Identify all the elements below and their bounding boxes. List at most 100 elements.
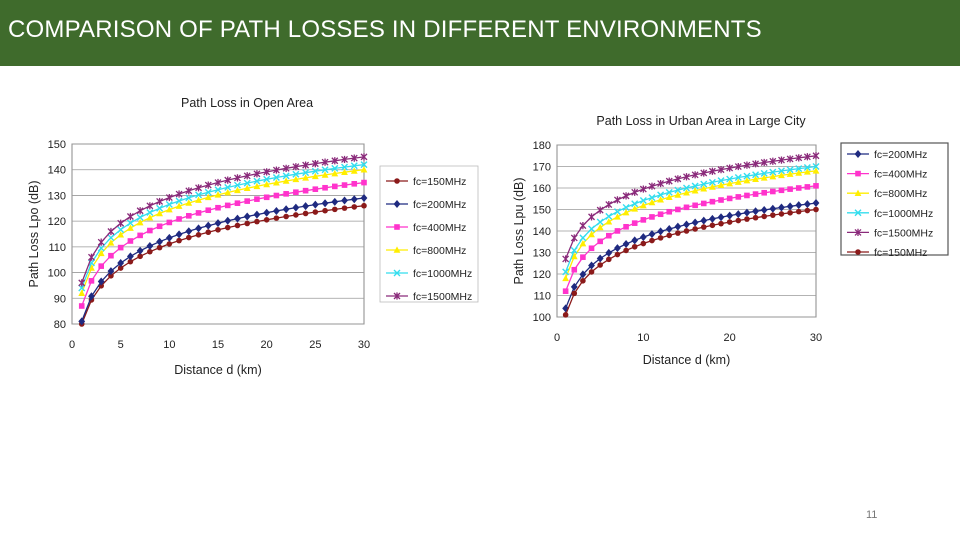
data-point — [78, 317, 86, 326]
data-point — [734, 174, 742, 182]
y-tick-label: 130 — [48, 190, 66, 202]
data-point — [795, 169, 803, 176]
data-point — [156, 197, 164, 206]
legend-marker — [855, 170, 861, 177]
data-point — [734, 210, 742, 219]
data-point — [175, 202, 183, 209]
data-point — [692, 202, 698, 209]
data-point — [579, 270, 587, 279]
x-tick-label: 15 — [212, 339, 224, 351]
data-point — [321, 199, 329, 208]
data-point — [761, 189, 767, 196]
data-point — [613, 208, 621, 216]
data-point — [588, 230, 595, 238]
data-point — [147, 248, 153, 255]
data-point — [107, 227, 115, 236]
data-point — [136, 246, 144, 255]
data-point — [234, 186, 241, 194]
data-point — [770, 212, 776, 218]
data-point — [214, 178, 222, 187]
data-point — [302, 174, 309, 181]
data-point — [588, 225, 596, 233]
data-point — [253, 182, 261, 190]
data-point — [273, 215, 280, 221]
data-point — [778, 203, 785, 212]
data-point — [302, 161, 310, 169]
data-point — [708, 167, 716, 175]
data-point — [813, 206, 819, 213]
data-point — [331, 197, 339, 206]
data-point — [331, 157, 339, 165]
data-point — [760, 158, 768, 167]
data-point — [205, 207, 212, 214]
y-tick-label: 150 — [48, 139, 66, 151]
data-point — [622, 239, 630, 248]
data-point — [571, 290, 578, 297]
x-tick-label: 5 — [118, 339, 124, 351]
data-point — [674, 186, 682, 194]
data-point — [726, 195, 733, 202]
data-point — [350, 195, 358, 204]
data-point — [631, 220, 638, 226]
data-point — [570, 252, 578, 260]
legend-marker — [394, 224, 400, 230]
data-point — [639, 233, 647, 242]
data-point — [117, 259, 125, 268]
legend-marker — [393, 200, 401, 208]
data-point — [137, 232, 143, 239]
data-point — [786, 170, 794, 177]
data-point — [649, 237, 655, 244]
data-point — [127, 252, 134, 261]
data-point — [126, 219, 134, 227]
data-point — [640, 217, 647, 223]
data-point — [341, 163, 349, 171]
data-point — [311, 200, 319, 209]
data-point — [341, 196, 348, 205]
data-point — [708, 178, 716, 186]
data-point — [726, 180, 734, 187]
data-point — [614, 251, 621, 258]
slide-number: 11 — [866, 509, 878, 521]
legend-label: fc=150MHz — [874, 247, 927, 259]
data-point — [215, 204, 221, 211]
data-point — [361, 202, 367, 209]
data-point — [146, 214, 154, 221]
data-point — [234, 200, 241, 206]
data-point — [674, 175, 682, 183]
legend-marker — [393, 246, 401, 253]
data-point — [263, 180, 271, 188]
data-point — [700, 185, 708, 192]
data-point — [692, 226, 698, 232]
data-point — [760, 205, 768, 214]
data-point — [606, 232, 612, 239]
legend: fc=150MHz fc=200MHz fc=400MHz fc=800MHz fc=1… — [379, 165, 479, 303]
data-point — [622, 192, 630, 200]
data-point — [786, 202, 794, 211]
data-point — [272, 166, 280, 174]
data-point — [166, 241, 173, 247]
legend-label: fc=800MHz — [874, 188, 927, 200]
data-point — [165, 200, 173, 208]
data-point — [185, 194, 193, 202]
data-point — [321, 166, 329, 174]
data-point — [691, 187, 699, 194]
data-point — [156, 204, 164, 212]
legend-label: fc=400MHz — [874, 169, 927, 181]
data-point — [734, 162, 742, 171]
data-point — [665, 177, 673, 185]
data-point — [639, 185, 647, 193]
data-point — [78, 279, 86, 287]
data-point — [322, 184, 328, 191]
x-tick-label: 10 — [163, 339, 175, 351]
data-point — [117, 231, 125, 238]
data-point — [253, 177, 261, 185]
data-point — [146, 209, 154, 217]
data-point — [253, 170, 261, 178]
data-point — [709, 183, 716, 190]
data-point — [812, 167, 820, 174]
y-tick-label: 110 — [533, 291, 551, 303]
data-point — [683, 189, 690, 196]
data-point — [332, 183, 338, 190]
data-point — [224, 176, 232, 184]
data-point — [360, 194, 368, 202]
